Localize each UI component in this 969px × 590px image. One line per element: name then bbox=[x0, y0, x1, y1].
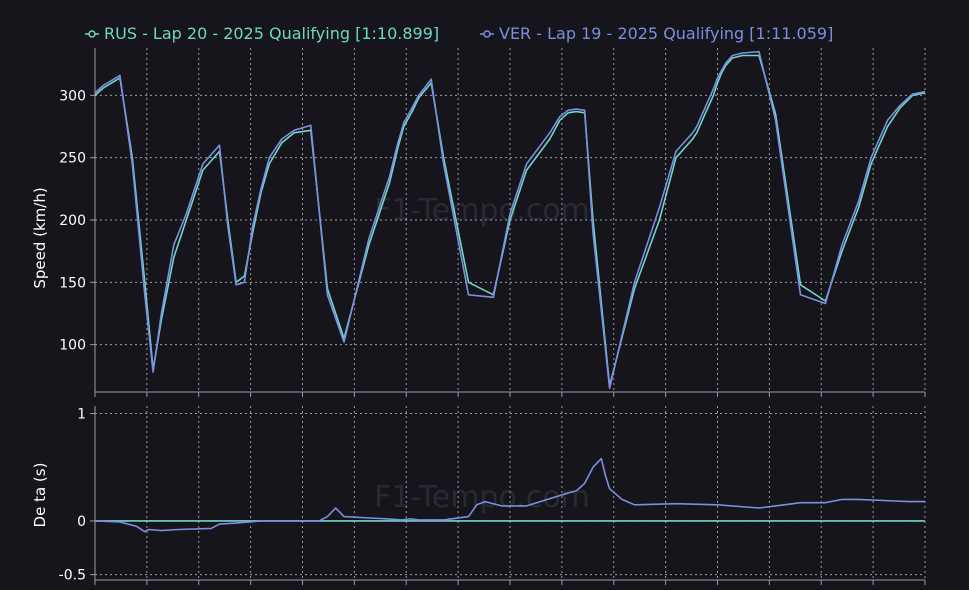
speed-axis-title: Speed (km/h) bbox=[31, 187, 49, 288]
delta-panel: -0.5 0 1 bbox=[59, 406, 926, 585]
legend-label-ver: VER - Lap 19 - 2025 Qualifying [1:11.059… bbox=[499, 24, 833, 43]
speed-ytick-label: 100 bbox=[59, 338, 86, 354]
speed-ytick-label: 150 bbox=[59, 275, 86, 291]
speed-ytick-label: 200 bbox=[59, 213, 86, 229]
legend: RUS - Lap 20 - 2025 Qualifying [1:10.899… bbox=[85, 24, 833, 43]
delta-series-line-1 bbox=[94, 457, 925, 533]
speed-ytick-label: 250 bbox=[59, 151, 86, 167]
legend-label-rus: RUS - Lap 20 - 2025 Qualifying [1:10.899… bbox=[104, 24, 439, 43]
speed-panel: 100 150 200 250 300 bbox=[59, 48, 926, 397]
legend-item-rus[interactable]: RUS - Lap 20 - 2025 Qualifying [1:10.899… bbox=[85, 24, 439, 43]
watermark-top: F1-Tempo.com bbox=[374, 193, 590, 228]
legend-marker-rus bbox=[88, 30, 96, 38]
speed-series-line-1 bbox=[94, 50, 926, 390]
delta-axis-title: De ta (s) bbox=[31, 463, 49, 528]
speed-ytick-label: 300 bbox=[59, 88, 86, 104]
legend-marker-ver bbox=[483, 30, 491, 38]
delta-ytick-label: 1 bbox=[77, 407, 86, 423]
delta-ytick-label: 0 bbox=[77, 514, 86, 530]
legend-item-ver[interactable]: VER - Lap 19 - 2025 Qualifying [1:11.059… bbox=[480, 24, 833, 43]
delta-ytick-label: -0.5 bbox=[59, 568, 86, 584]
